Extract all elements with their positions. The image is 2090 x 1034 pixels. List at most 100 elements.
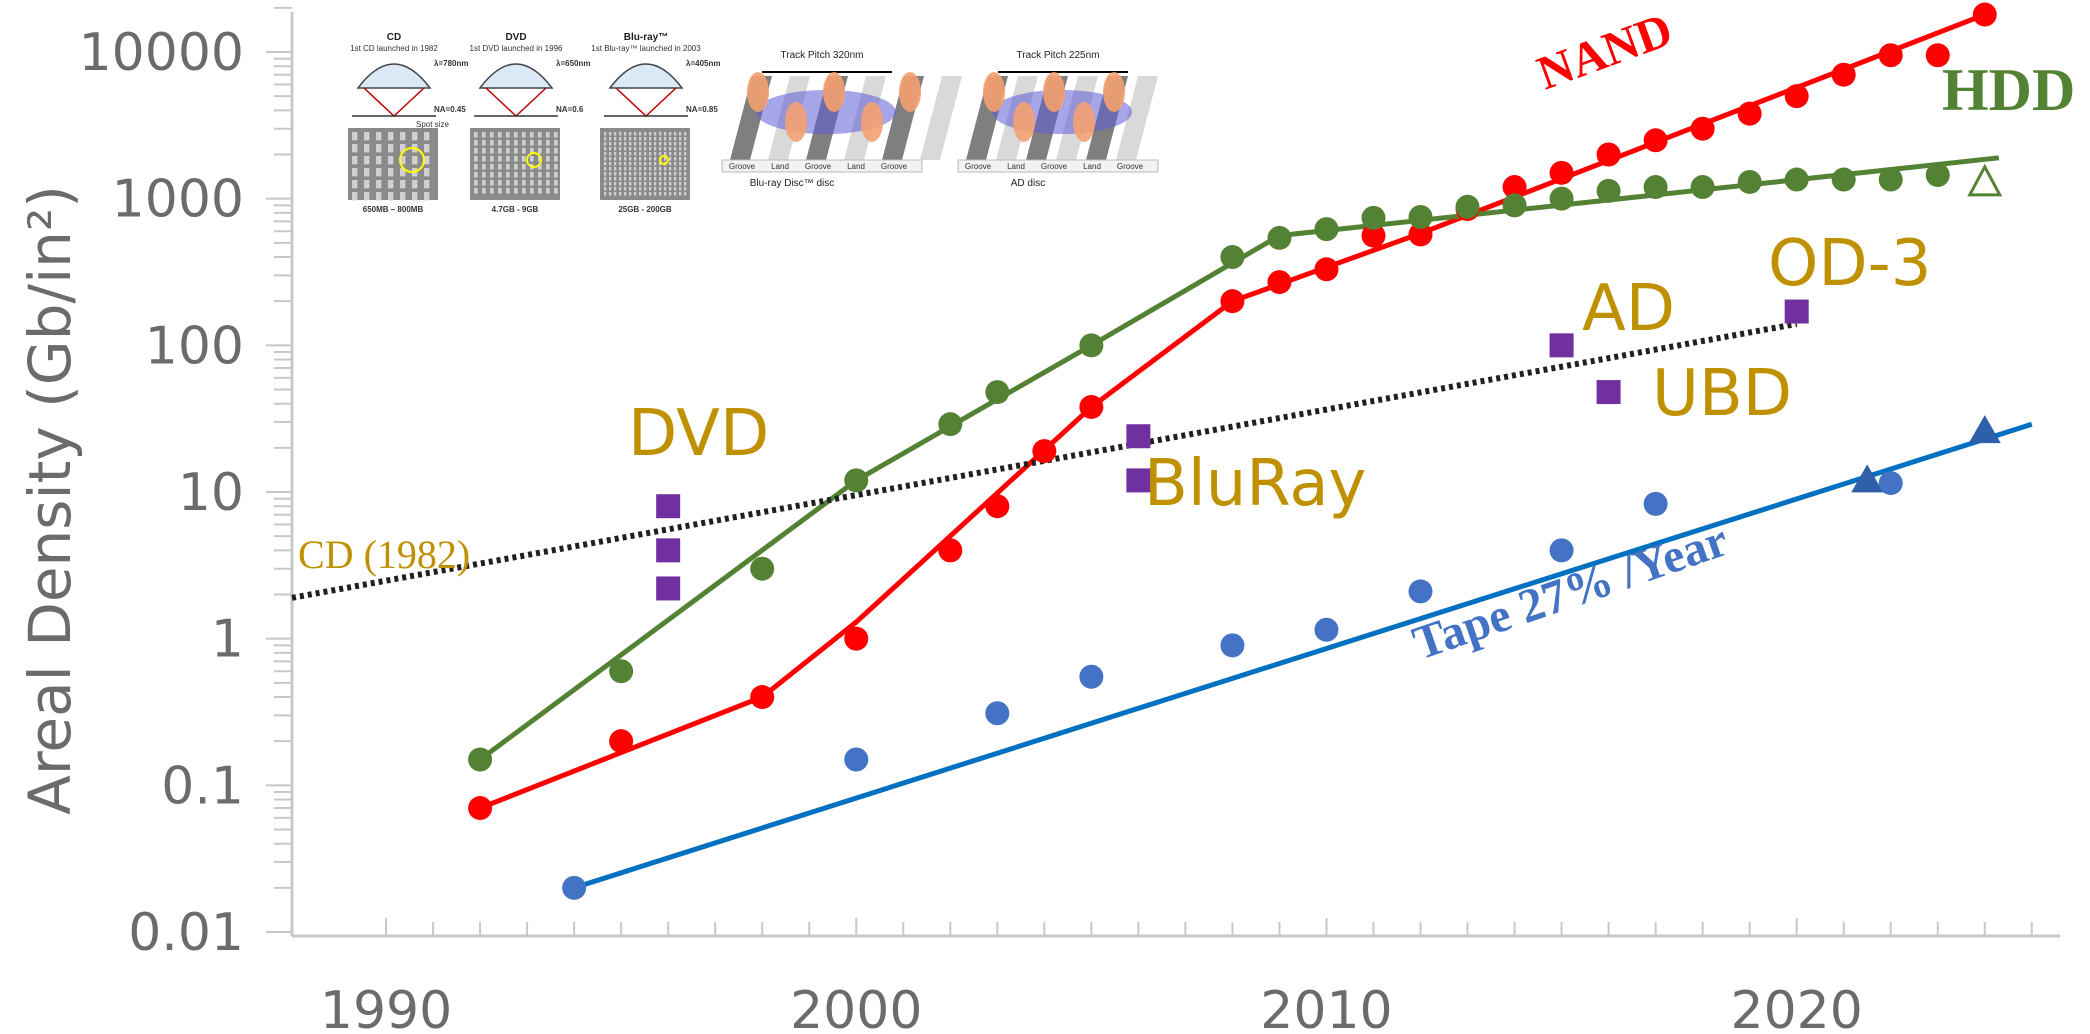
sem-pit <box>482 188 486 194</box>
sem-pit <box>634 152 637 156</box>
sem-pit <box>664 157 667 161</box>
sem-pit <box>649 177 652 181</box>
sem-pit <box>614 132 617 136</box>
sem-pit <box>546 188 550 194</box>
inset-panel-subtitle: 1st CD launched in 1982 <box>350 44 438 53</box>
hdd-point <box>1737 169 1762 194</box>
data-points <box>468 2 2003 900</box>
sem-pit <box>654 162 657 166</box>
sem-pit <box>554 188 558 194</box>
track-pitch-label: Track Pitch 225nm <box>1017 50 1100 61</box>
sem-pit <box>538 180 542 186</box>
sem-pit <box>609 167 612 171</box>
sem-pit <box>604 137 607 141</box>
sem-pit <box>522 148 526 154</box>
sem-pit <box>649 132 652 136</box>
sem-pit <box>604 167 607 171</box>
nand-point <box>1032 439 1057 464</box>
sem-pit <box>530 140 534 146</box>
nand-point <box>1596 142 1621 167</box>
y-tick-label: 100 <box>145 316 244 376</box>
sem-pit <box>659 147 662 151</box>
sem-pit <box>649 147 652 151</box>
sem-pit <box>654 147 657 151</box>
track-label: Land <box>771 162 789 171</box>
sem-pit <box>624 192 627 196</box>
sem-pit <box>554 140 558 146</box>
inset-capacity: 25GB - 200GB <box>618 205 672 214</box>
track-label-strip <box>721 159 923 173</box>
sem-pit <box>490 132 494 138</box>
sem-pit <box>614 167 617 171</box>
sem-pit <box>669 162 672 166</box>
sem-pit <box>664 172 667 176</box>
sem-pit <box>604 187 607 191</box>
axes: 0.01 0.1 1 10 100 1000 10000 1990 2000 2010 2020 <box>79 6 2060 1034</box>
hdd-point <box>1690 175 1715 200</box>
sem-pit <box>654 187 657 191</box>
sem-pit <box>634 167 637 171</box>
sem-pit <box>400 168 406 177</box>
tape-point <box>1643 491 1668 516</box>
tape-trend-line <box>573 421 2033 891</box>
optical-point <box>656 494 681 519</box>
lens-icon <box>356 63 432 89</box>
y-tick-label: 1000 <box>112 170 244 230</box>
sem-pit <box>538 172 542 178</box>
sem-pit <box>634 177 637 181</box>
sem-pit <box>388 132 394 141</box>
sem-pit <box>644 167 647 171</box>
nand-point <box>1549 160 1574 185</box>
sem-pit <box>506 188 510 194</box>
sem-pit <box>674 132 677 136</box>
track-label: Groove <box>1117 162 1144 171</box>
hdd-projected-point <box>1967 163 2003 197</box>
sem-pit <box>614 147 617 151</box>
sem-pit <box>400 132 406 141</box>
sem-pit <box>474 180 478 186</box>
laser-beam-icon <box>363 87 425 118</box>
sem-pit <box>554 156 558 162</box>
sem-pit <box>649 192 652 196</box>
sem-pit <box>609 132 612 136</box>
sem-pit <box>619 177 622 181</box>
optical-trend-line <box>291 320 1798 601</box>
nand-point <box>1643 128 1668 153</box>
sem-pit <box>664 137 667 141</box>
sem-pit <box>412 180 418 189</box>
sem-pit <box>554 148 558 154</box>
sem-pit <box>506 164 510 170</box>
sem-pit <box>614 157 617 161</box>
sem-pit <box>604 192 607 196</box>
sem-pit <box>639 192 642 196</box>
nand-point <box>609 729 634 754</box>
nand-point <box>468 796 493 821</box>
sem-pit <box>644 137 647 141</box>
tape-point <box>1878 471 1903 496</box>
hdd-point <box>1831 167 1856 192</box>
sem-pit <box>514 140 518 146</box>
sem-pit <box>604 142 607 146</box>
sem-pit <box>609 192 612 196</box>
sem-pit <box>506 140 510 146</box>
sem-pit <box>506 148 510 154</box>
sem-pit <box>352 132 358 141</box>
x-tick-label: 1990 <box>320 981 452 1034</box>
sem-pit <box>629 192 632 196</box>
sem-pit <box>490 148 494 154</box>
sem-pit <box>376 168 382 177</box>
sem-pit <box>674 192 677 196</box>
nand-point <box>1502 175 1527 200</box>
y-tick-label: 1 <box>211 610 244 670</box>
sem-pit <box>514 164 518 170</box>
sem-pit <box>490 164 494 170</box>
sem-pit <box>624 142 627 146</box>
sem-pit <box>679 177 682 181</box>
sem-pit <box>490 140 494 146</box>
sem-pit <box>679 187 682 191</box>
sem-pit <box>498 148 502 154</box>
sem-pit <box>619 167 622 171</box>
sem-pit <box>649 182 652 186</box>
sem-pit <box>654 192 657 196</box>
